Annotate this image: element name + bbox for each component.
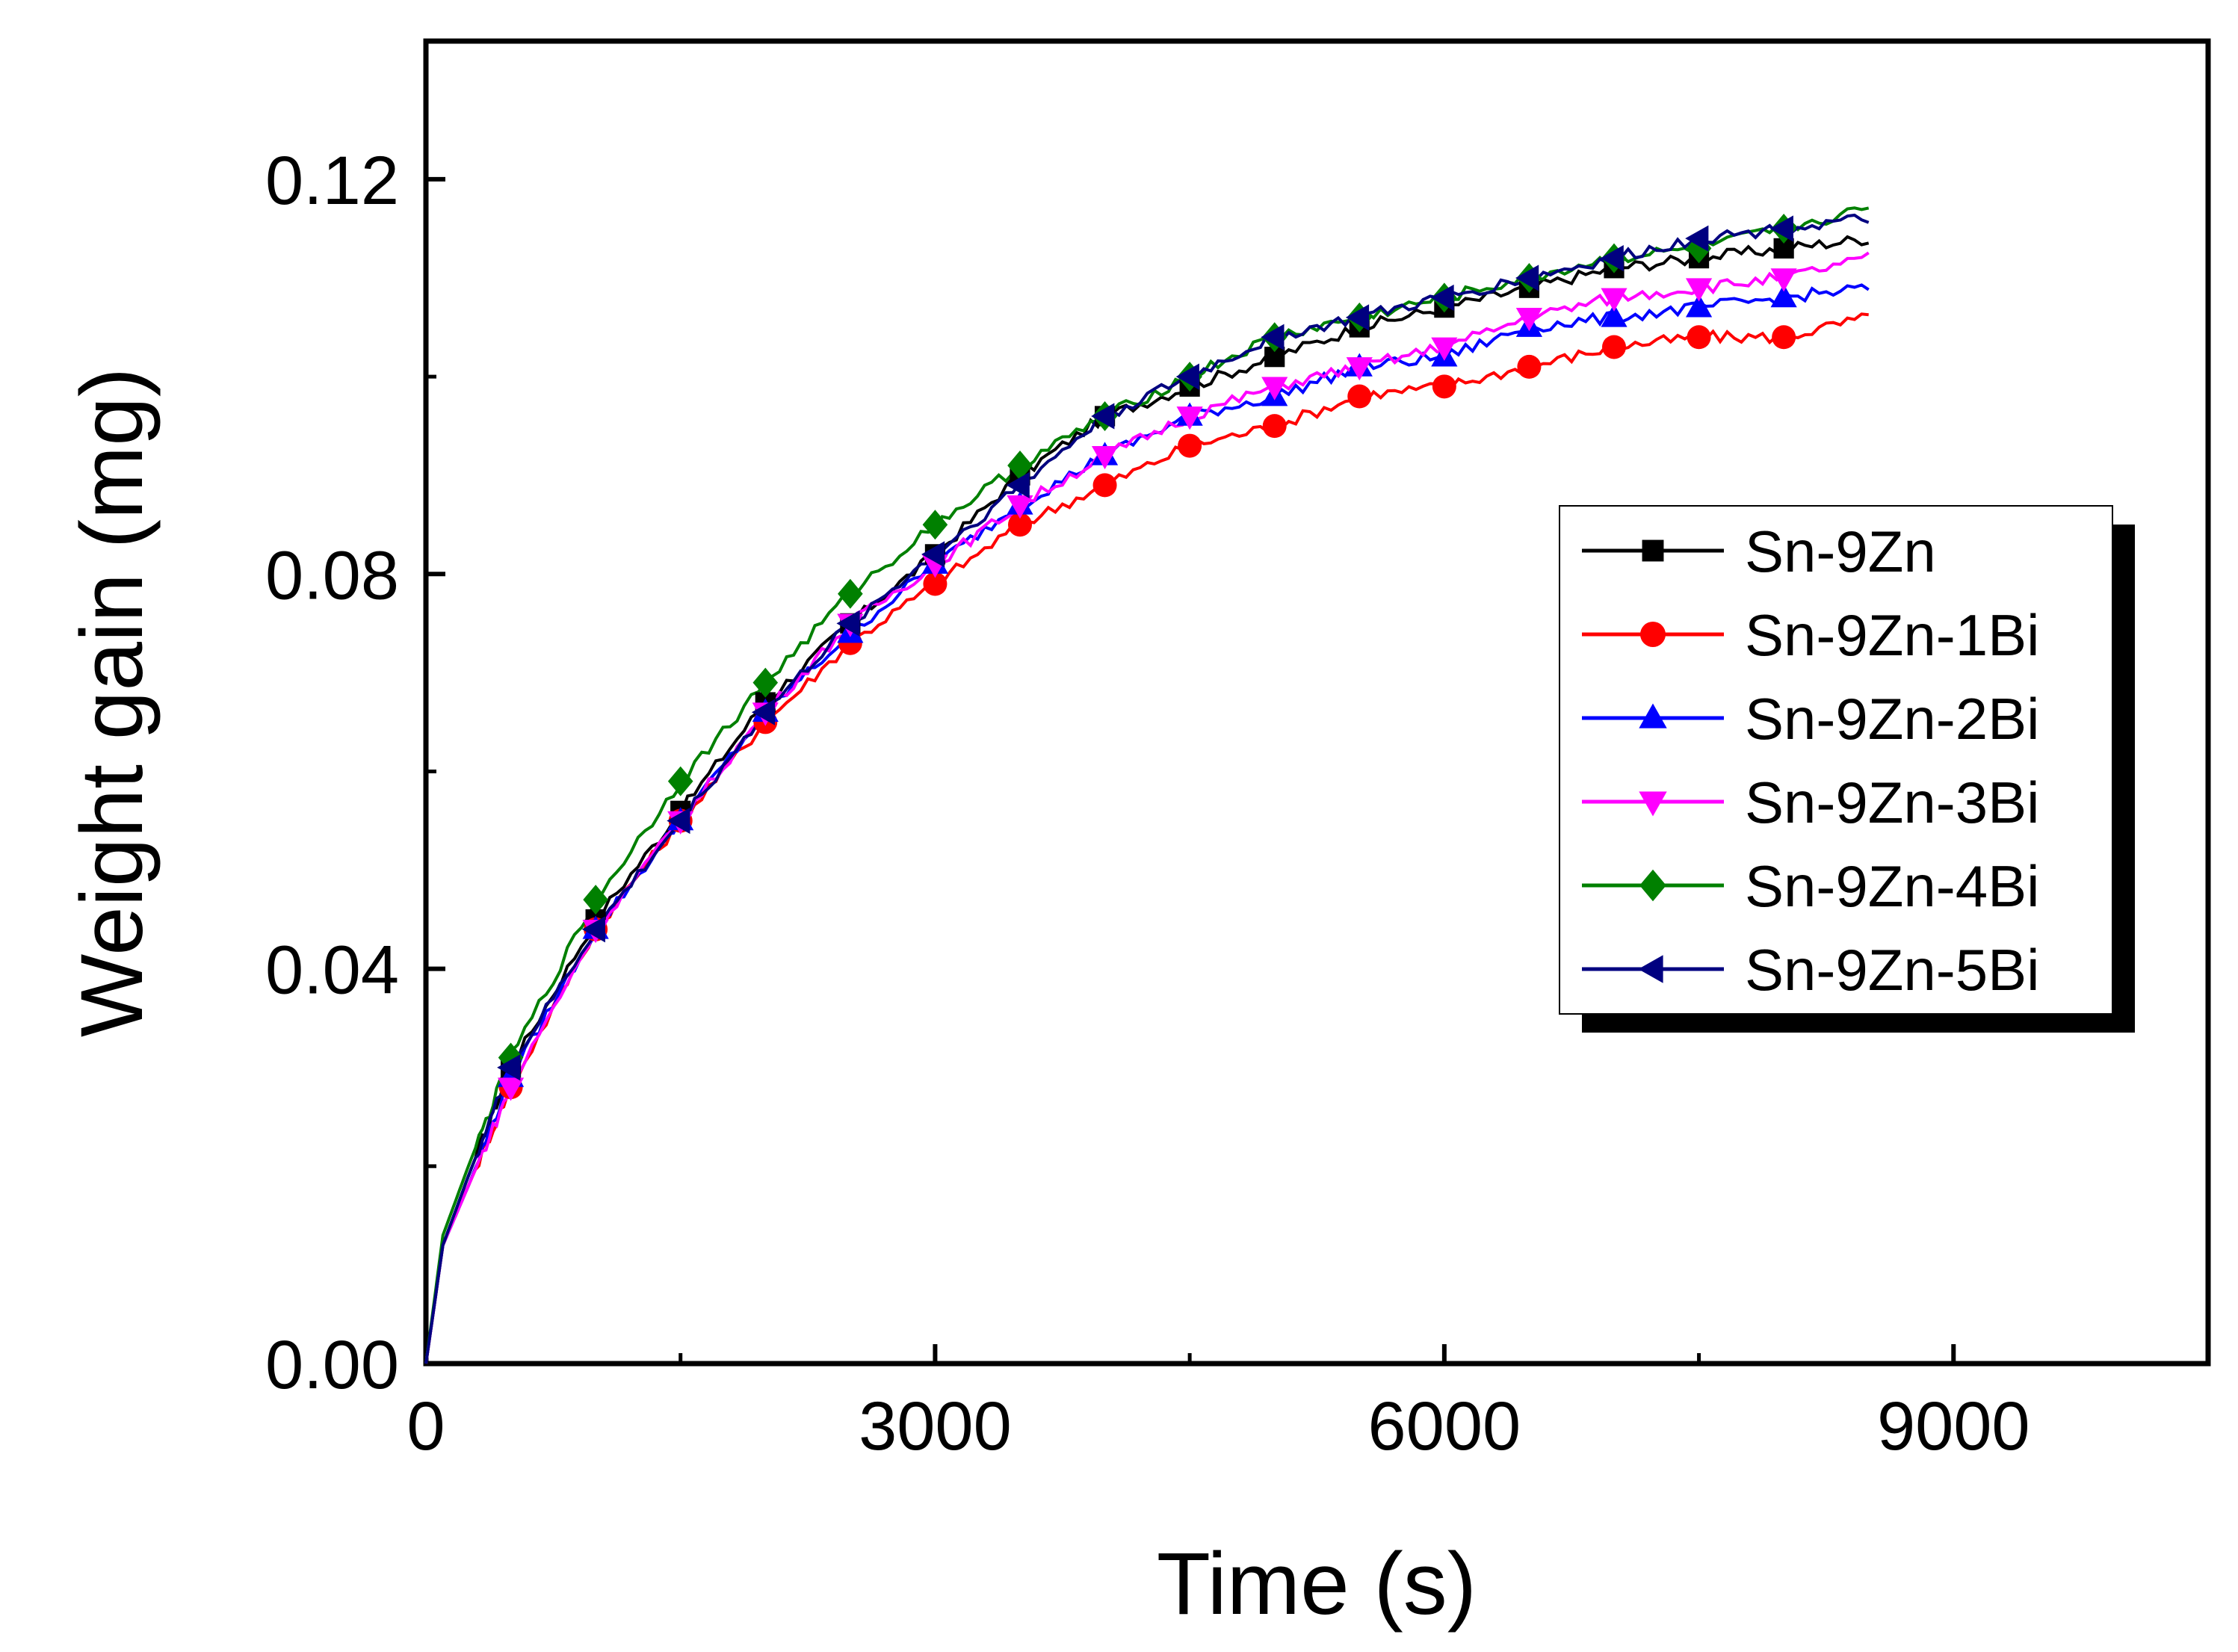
data-point-s3-10 <box>1091 445 1119 470</box>
data-point-s3-12 <box>1261 377 1288 400</box>
data-point-s5-6 <box>751 699 776 726</box>
data-point-s5-14 <box>1430 284 1454 312</box>
legend-marker <box>1639 869 1666 902</box>
legend-marker <box>1638 955 1663 983</box>
y-tick-label: 0.12 <box>265 143 399 219</box>
data-point-s3-16 <box>1601 288 1628 312</box>
series-line-0 <box>424 235 1870 1364</box>
y-tick-label: 0.00 <box>265 1327 399 1403</box>
x-tick-label: 6000 <box>1368 1388 1521 1464</box>
data-point-s2-16 <box>1601 303 1628 327</box>
legend-label: Sn-9Zn-3Bi <box>1745 770 2040 835</box>
data-point-s4-9 <box>1007 450 1033 480</box>
data-point-s3-15 <box>1515 308 1543 332</box>
data-point-s5-5 <box>667 807 690 835</box>
data-point-s5-17 <box>1685 225 1709 252</box>
data-point-s5-3 <box>497 1054 521 1081</box>
legend-items: Sn-9Zn Sn-9Zn-1Bi Sn-9Zn-2Bi Sn-9Zn-3Bi Sn-9… <box>1582 519 2040 1003</box>
legend-marker <box>1642 539 1664 562</box>
data-point-s3-18 <box>1770 268 1797 292</box>
data-point-s1-17 <box>1687 325 1711 350</box>
series-markers <box>497 213 1797 1101</box>
data-point-s4-7 <box>838 578 863 609</box>
plot-frame <box>423 38 2211 1367</box>
legend-label: Sn-9Zn-5Bi <box>1745 937 2040 1003</box>
data-point-s1-8 <box>923 572 948 596</box>
data-point-s5-12 <box>1261 324 1285 350</box>
x-tick-label: 9000 <box>1877 1388 2030 1464</box>
data-point-s1-15 <box>1517 354 1542 379</box>
data-point-s4-4 <box>583 885 608 915</box>
data-point-s3-3 <box>497 1077 525 1101</box>
legend-box <box>1559 505 2113 1015</box>
x-axis-title: Time (s) <box>1157 1535 1477 1633</box>
data-point-s1-13 <box>1347 384 1372 409</box>
data-point-s5-10 <box>1091 403 1115 430</box>
data-point-s1-9 <box>1008 513 1032 537</box>
legend-marker <box>1640 622 1666 647</box>
y-tick-label: 0.08 <box>265 537 399 613</box>
data-point-s4-6 <box>752 667 779 698</box>
data-point-s5-16 <box>1600 244 1624 272</box>
data-point-s5-7 <box>836 610 860 637</box>
data-point-s4-5 <box>667 766 693 796</box>
data-point-s5-18 <box>1769 215 1793 242</box>
legend-label: Sn-9Zn-2Bi <box>1745 686 2040 752</box>
legend-label: Sn-9Zn-1Bi <box>1745 602 2040 668</box>
data-point-s5-15 <box>1515 264 1539 291</box>
legend-label: Sn-9Zn <box>1745 519 1936 584</box>
legend-label: Sn-9Zn-4Bi <box>1745 853 2040 919</box>
data-point-s2-18 <box>1770 284 1797 308</box>
data-point-s2-17 <box>1685 294 1713 318</box>
data-point-s1-14 <box>1432 374 1456 399</box>
data-point-s5-4 <box>581 916 605 943</box>
data-point-s1-18 <box>1772 325 1796 350</box>
data-point-s3-9 <box>1007 495 1033 519</box>
data-point-s5-9 <box>1006 471 1030 499</box>
x-tick-label: 3000 <box>859 1388 1012 1464</box>
data-point-s3-11 <box>1176 406 1203 430</box>
x-axis-ticks: 0 3000 6000 9000 <box>407 1344 2210 1464</box>
data-point-s3-14 <box>1431 337 1458 361</box>
x-tick-label: 0 <box>407 1388 445 1464</box>
legend: Sn-9Zn Sn-9Zn-1Bi Sn-9Zn-2Bi Sn-9Zn-3Bi Sn-9… <box>1559 505 2135 1033</box>
y-tick-label: 0.04 <box>265 932 399 1009</box>
data-point-s4-3 <box>498 1042 524 1073</box>
y-axis-ticks: 0.00 0.04 0.08 0.12 <box>265 143 445 1403</box>
data-point-s1-11 <box>1178 433 1202 458</box>
series-line-3 <box>424 251 1870 1364</box>
data-point-s1-10 <box>1092 473 1117 498</box>
data-point-s1-16 <box>1602 335 1626 359</box>
data-point-s3-13 <box>1346 357 1373 381</box>
data-point-s3-17 <box>1685 278 1713 302</box>
legend-marker <box>1639 791 1667 817</box>
series-lines <box>424 206 1870 1364</box>
data-point-s5-8 <box>921 541 945 568</box>
data-point-s5-11 <box>1175 363 1199 390</box>
data-point-s5-13 <box>1345 304 1370 331</box>
data-point-s1-12 <box>1262 414 1287 439</box>
series-line-5 <box>424 213 1870 1364</box>
data-point-s4-8 <box>922 510 948 540</box>
y-axis-title: Weight gain (mg) <box>63 368 161 1037</box>
legend-marker <box>1639 703 1667 728</box>
